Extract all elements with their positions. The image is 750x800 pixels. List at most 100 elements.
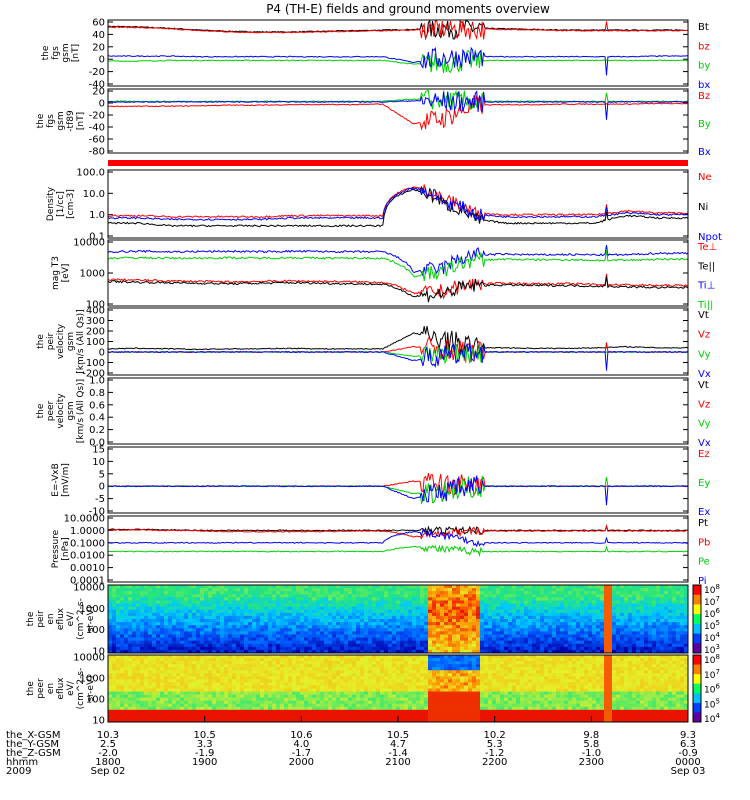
spectrogram-cell	[400, 649, 405, 654]
spectrogram-cell	[604, 603, 609, 608]
spectrogram-cell	[332, 619, 337, 623]
spectrogram-cell	[624, 615, 629, 620]
spectrogram-cell	[144, 694, 149, 699]
spectrogram-cell	[108, 688, 113, 692]
spectrogram-cell	[352, 628, 357, 632]
spectrogram-cell	[676, 588, 681, 592]
y-tick-label: 0	[99, 99, 105, 110]
spectrogram-cell	[588, 606, 593, 611]
spectrogram-cell	[364, 673, 369, 677]
spectrogram-cell	[460, 649, 465, 654]
spectrogram-cell	[204, 673, 209, 677]
spectrogram-cell	[288, 603, 293, 608]
spectrogram-cell	[132, 634, 137, 638]
spectrogram-cell	[492, 612, 497, 617]
legend-entry: Vt	[698, 310, 709, 321]
spectrogram-cell	[416, 625, 421, 629]
spectrogram-cell	[676, 619, 681, 623]
spectrogram-cell	[272, 612, 277, 617]
spectrogram-cell	[376, 676, 381, 680]
spectrogram-cell	[248, 606, 253, 611]
spectrogram-cell	[160, 658, 165, 662]
spectrogram-cell	[148, 622, 153, 626]
spectrogram-cell	[180, 591, 185, 595]
spectrogram-cell	[156, 655, 161, 659]
spectrogram-cell	[224, 612, 229, 617]
spectrogram-cell	[296, 664, 301, 668]
spectrogram-cell	[336, 718, 341, 723]
spectrogram-cell	[664, 615, 669, 620]
spectrogram-cell	[108, 628, 113, 632]
spectrogram-cell	[324, 612, 329, 617]
spectrogram-cell	[196, 640, 201, 645]
spectrogram-cell	[136, 622, 141, 626]
spectrogram-cell	[276, 673, 281, 677]
spectrogram-cell	[528, 594, 533, 598]
spectrogram-cell	[328, 588, 333, 592]
spectrogram-cell	[432, 643, 437, 648]
spectrogram-cell	[248, 625, 253, 629]
spectrogram-cell	[432, 597, 437, 601]
spectrogram-cell	[216, 585, 221, 589]
spectrogram-cell	[592, 637, 597, 642]
spectrogram-cell	[252, 661, 257, 665]
spectrogram-cell	[336, 667, 341, 671]
spectrogram-cell	[440, 585, 445, 589]
spectrogram-cell	[260, 667, 265, 671]
spectrogram-cell	[144, 658, 149, 662]
spectrogram-cell	[208, 715, 213, 720]
spectrogram-cell	[132, 718, 137, 723]
spectrogram-cell	[328, 655, 333, 659]
spectrogram-cell	[396, 625, 401, 629]
spectrogram-cell	[512, 585, 517, 589]
spectrogram-cell	[312, 622, 317, 626]
spectrogram-cell	[348, 603, 353, 608]
spectrogram-cell	[312, 661, 317, 665]
spectrogram-cell	[516, 588, 521, 592]
spectrogram-cell	[208, 685, 213, 689]
spectrogram-cell	[324, 628, 329, 632]
spectrogram-cell	[428, 588, 433, 592]
y-label-line: sr-eV)	[86, 675, 96, 701]
spectrogram-cell	[392, 591, 397, 595]
spectrogram-cell	[276, 679, 281, 683]
spectrogram-cell	[580, 600, 585, 604]
spectrogram-cell	[176, 679, 181, 683]
spectrogram-cell	[352, 715, 357, 720]
spectrogram-cell	[208, 625, 213, 629]
spectrogram-cell	[664, 619, 669, 623]
y-label-line: (cm^2-s-	[76, 668, 86, 710]
spectrogram-cell	[264, 643, 269, 648]
spectrogram-cell	[596, 594, 601, 598]
spectrogram-cell	[148, 673, 153, 677]
spectrogram-cell	[472, 612, 477, 617]
spectrogram-cell	[452, 619, 457, 623]
spectrogram-cell	[140, 655, 145, 659]
spectrogram-cell	[136, 712, 141, 717]
spectrogram-cell	[344, 640, 349, 645]
spectrogram-cell	[208, 670, 213, 674]
spectrogram-cell	[604, 646, 609, 651]
spectrogram-cell	[324, 615, 329, 620]
spectrogram-cell	[440, 643, 445, 648]
spectrogram-cell	[260, 643, 265, 648]
spectrogram-cell	[360, 600, 365, 604]
spectrogram-cell	[196, 712, 201, 717]
spectrogram-cell	[580, 594, 585, 598]
spectrogram-cell	[612, 646, 617, 651]
spectrogram-cell	[204, 664, 209, 668]
spectrogram-cell	[648, 585, 653, 589]
spectrogram-cell	[248, 591, 253, 595]
spectrogram-cell	[204, 712, 209, 717]
spectrogram-cell	[244, 679, 249, 683]
spectrogram-cell	[272, 622, 277, 626]
spectrogram-cell	[172, 691, 177, 695]
spectrogram-cell	[340, 612, 345, 617]
spectrogram-cell	[192, 634, 197, 638]
spectrogram-cell	[548, 600, 553, 604]
spectrogram-cell	[528, 649, 533, 654]
spectrogram-cell	[548, 606, 553, 611]
spectrogram-cell	[408, 600, 413, 604]
spectrogram-cell	[204, 676, 209, 680]
spectrogram-cell	[144, 600, 149, 604]
